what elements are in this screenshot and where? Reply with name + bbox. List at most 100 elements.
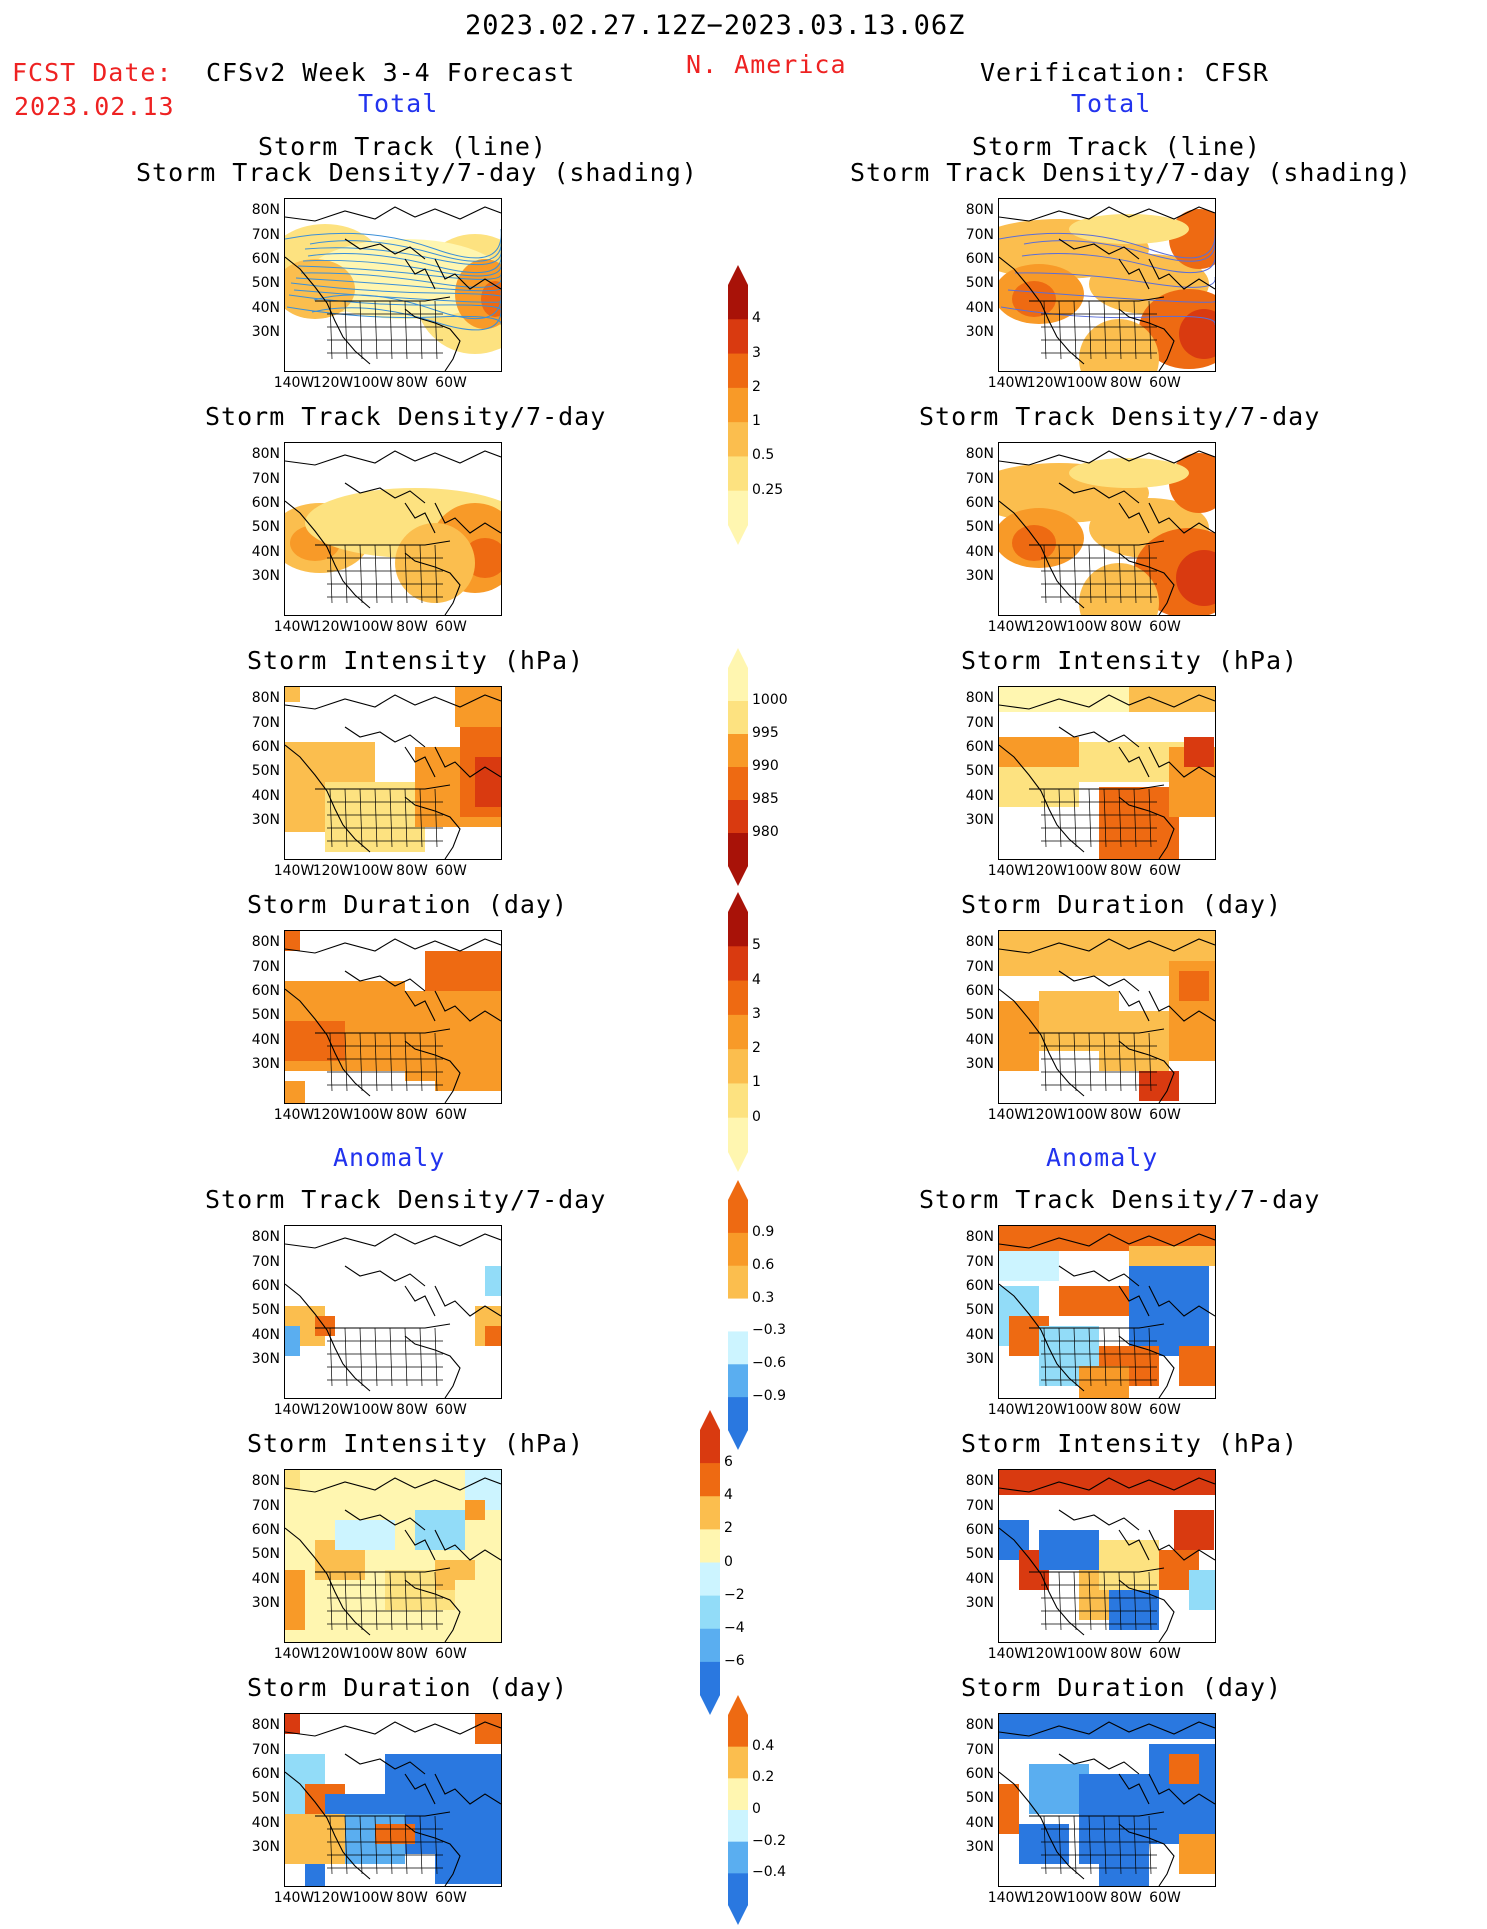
colorbar-tick-label: 995 — [752, 725, 779, 741]
lon-tick-label: 120W — [312, 863, 354, 879]
lon-tick-label: 140W — [273, 1890, 315, 1906]
map-plot-area — [998, 198, 1216, 372]
lat-tick-label: 40N — [965, 544, 994, 560]
lon-tick-label: 60W — [1149, 1890, 1181, 1906]
lat-tick-label: 30N — [251, 812, 280, 828]
map-panel-al3: 80N 70N 60N 50N 40N 30N 140W 120W 100W 80W 60W — [232, 1713, 502, 1923]
lat-tick-label: 60N — [965, 251, 994, 267]
left-density-title: Storm Track Density/7-day — [205, 402, 607, 431]
lon-tick-label: 60W — [435, 375, 467, 391]
lat-tick-label: 60N — [965, 1278, 994, 1294]
left-column-title: CFSv2 Week 3-4 Forecast — [206, 58, 576, 87]
lat-tick-label: 30N — [251, 1839, 280, 1855]
lon-tick-label: 80W — [396, 1402, 428, 1418]
map-plot-area — [998, 1225, 1216, 1399]
colorbar-duration-total: 5 4 3 2 1 0 — [728, 892, 761, 1176]
lon-tick-label: 100W — [1066, 1646, 1108, 1662]
lat-tick-label: 40N — [251, 544, 280, 560]
lat-tick-label: 80N — [965, 446, 994, 462]
lon-tick-label: 120W — [312, 1890, 354, 1906]
lon-tick-label: 100W — [1066, 1890, 1108, 1906]
lon-tick-label: 80W — [1110, 1646, 1142, 1662]
lat-tick-label: 50N — [965, 275, 994, 291]
lat-tick-label: 70N — [965, 1254, 994, 1270]
colorbar-tick-label: 0 — [724, 1553, 733, 1570]
colorbar-tick-label: 4 — [752, 310, 761, 327]
lat-tick-label: 60N — [251, 1278, 280, 1294]
map-plot-area — [998, 1713, 1216, 1887]
lon-tick-label: 120W — [1026, 375, 1068, 391]
lon-tick-label: 120W — [312, 1646, 354, 1662]
lat-tick-label: 40N — [965, 1032, 994, 1048]
lat-tick-label: 50N — [251, 763, 280, 779]
lon-tick-label: 140W — [273, 619, 315, 635]
lat-tick-label: 70N — [965, 1742, 994, 1758]
left-track-shading-title: Storm Track Density/7-day (shading) — [136, 158, 698, 187]
colorbar-tick-label: −0.9 — [752, 1388, 786, 1405]
lat-tick-label: 70N — [251, 1742, 280, 1758]
lat-tick-label: 40N — [251, 1032, 280, 1048]
map-panel-ar2: 80N 70N 60N 50N 40N 30N 140W 120W 100W 80W 60W — [946, 1469, 1216, 1679]
lat-tick-label: 50N — [965, 1007, 994, 1023]
lat-tick-label: 40N — [965, 300, 994, 316]
lon-tick-label: 80W — [396, 375, 428, 391]
lon-tick-label: 140W — [273, 1107, 315, 1123]
colorbar-density-total: 4 3 2 1 0.5 0.25 — [728, 265, 783, 549]
fcst-date-value: 2023.02.13 — [14, 92, 175, 121]
colorbar-tick-label: 0.9 — [752, 1223, 775, 1240]
lon-tick-label: 120W — [312, 1107, 354, 1123]
lat-tick-label: 70N — [965, 715, 994, 731]
lon-tick-label: 100W — [1066, 1402, 1108, 1418]
lon-tick-label: 80W — [1110, 619, 1142, 635]
colorbar-tick-label: 0.3 — [752, 1289, 775, 1306]
lon-tick-label: 140W — [987, 375, 1029, 391]
right-total-label: Total — [1071, 89, 1152, 118]
lon-tick-label: 60W — [1149, 1402, 1181, 1418]
lat-tick-label: 60N — [251, 739, 280, 755]
lat-tick-label: 50N — [251, 519, 280, 535]
lat-tick-label: 80N — [251, 1717, 280, 1733]
right-intensity-title: Storm Intensity (hPa) — [961, 646, 1299, 675]
lon-tick-label: 140W — [987, 1646, 1029, 1662]
lat-tick-label: 60N — [965, 739, 994, 755]
colorbar-tick-label: 0.25 — [752, 481, 784, 498]
lon-tick-label: 80W — [396, 1646, 428, 1662]
map-plot-area — [284, 1225, 502, 1399]
lon-tick-label: 100W — [352, 1402, 394, 1418]
colorbar-duration-anom: 0.4 0.2 0 −0.2 −0.4 — [728, 1695, 786, 1929]
lat-tick-label: 70N — [251, 227, 280, 243]
lon-tick-label: 140W — [987, 863, 1029, 879]
lon-tick-label: 80W — [396, 619, 428, 635]
map-plot-area — [998, 930, 1216, 1104]
region-title: N. America — [686, 50, 847, 79]
lon-tick-label: 60W — [435, 863, 467, 879]
lat-tick-label: 30N — [965, 1839, 994, 1855]
lat-tick-label: 70N — [251, 1498, 280, 1514]
map-panel-tl1: 80N 70N 60N 50N 40N 30N 140W 120W 100W 80W 60W — [232, 198, 502, 408]
lon-tick-label: 140W — [987, 1890, 1029, 1906]
lon-tick-label: 60W — [435, 1107, 467, 1123]
lon-tick-label: 60W — [1149, 375, 1181, 391]
lon-tick-label: 120W — [312, 1402, 354, 1418]
lat-tick-label: 40N — [965, 1571, 994, 1587]
map-panel-tl3: 80N 70N 60N 50N 40N 30N 140W 120W 100W 80W 60W — [232, 686, 502, 896]
left-anomaly-label: Anomaly — [333, 1143, 446, 1172]
lat-tick-label: 60N — [965, 1766, 994, 1782]
map-plot-area — [998, 1469, 1216, 1643]
lat-tick-label: 80N — [965, 934, 994, 950]
lat-tick-label: 70N — [251, 715, 280, 731]
right-anom-intensity-title: Storm Intensity (hPa) — [961, 1429, 1299, 1458]
right-track-shading-title: Storm Track Density/7-day (shading) — [850, 158, 1412, 187]
colorbar-tick-label: 1 — [752, 1074, 761, 1091]
right-density-title: Storm Track Density/7-day — [919, 402, 1321, 431]
map-panel-ar1: 80N 70N 60N 50N 40N 30N 140W 120W 100W 80W 60W — [946, 1225, 1216, 1435]
lat-tick-label: 40N — [251, 300, 280, 316]
lon-tick-label: 100W — [1066, 619, 1108, 635]
lon-tick-label: 80W — [396, 863, 428, 879]
left-duration-title: Storm Duration (day) — [247, 890, 569, 919]
lat-tick-label: 60N — [965, 983, 994, 999]
colorbar-tick-label: 990 — [752, 758, 779, 774]
colorbar-intensity-total: 1000 995 990 985 980 — [728, 648, 788, 890]
lon-tick-label: 60W — [1149, 619, 1181, 635]
period-title: 2023.02.27.12Z−2023.03.13.06Z — [465, 10, 966, 41]
